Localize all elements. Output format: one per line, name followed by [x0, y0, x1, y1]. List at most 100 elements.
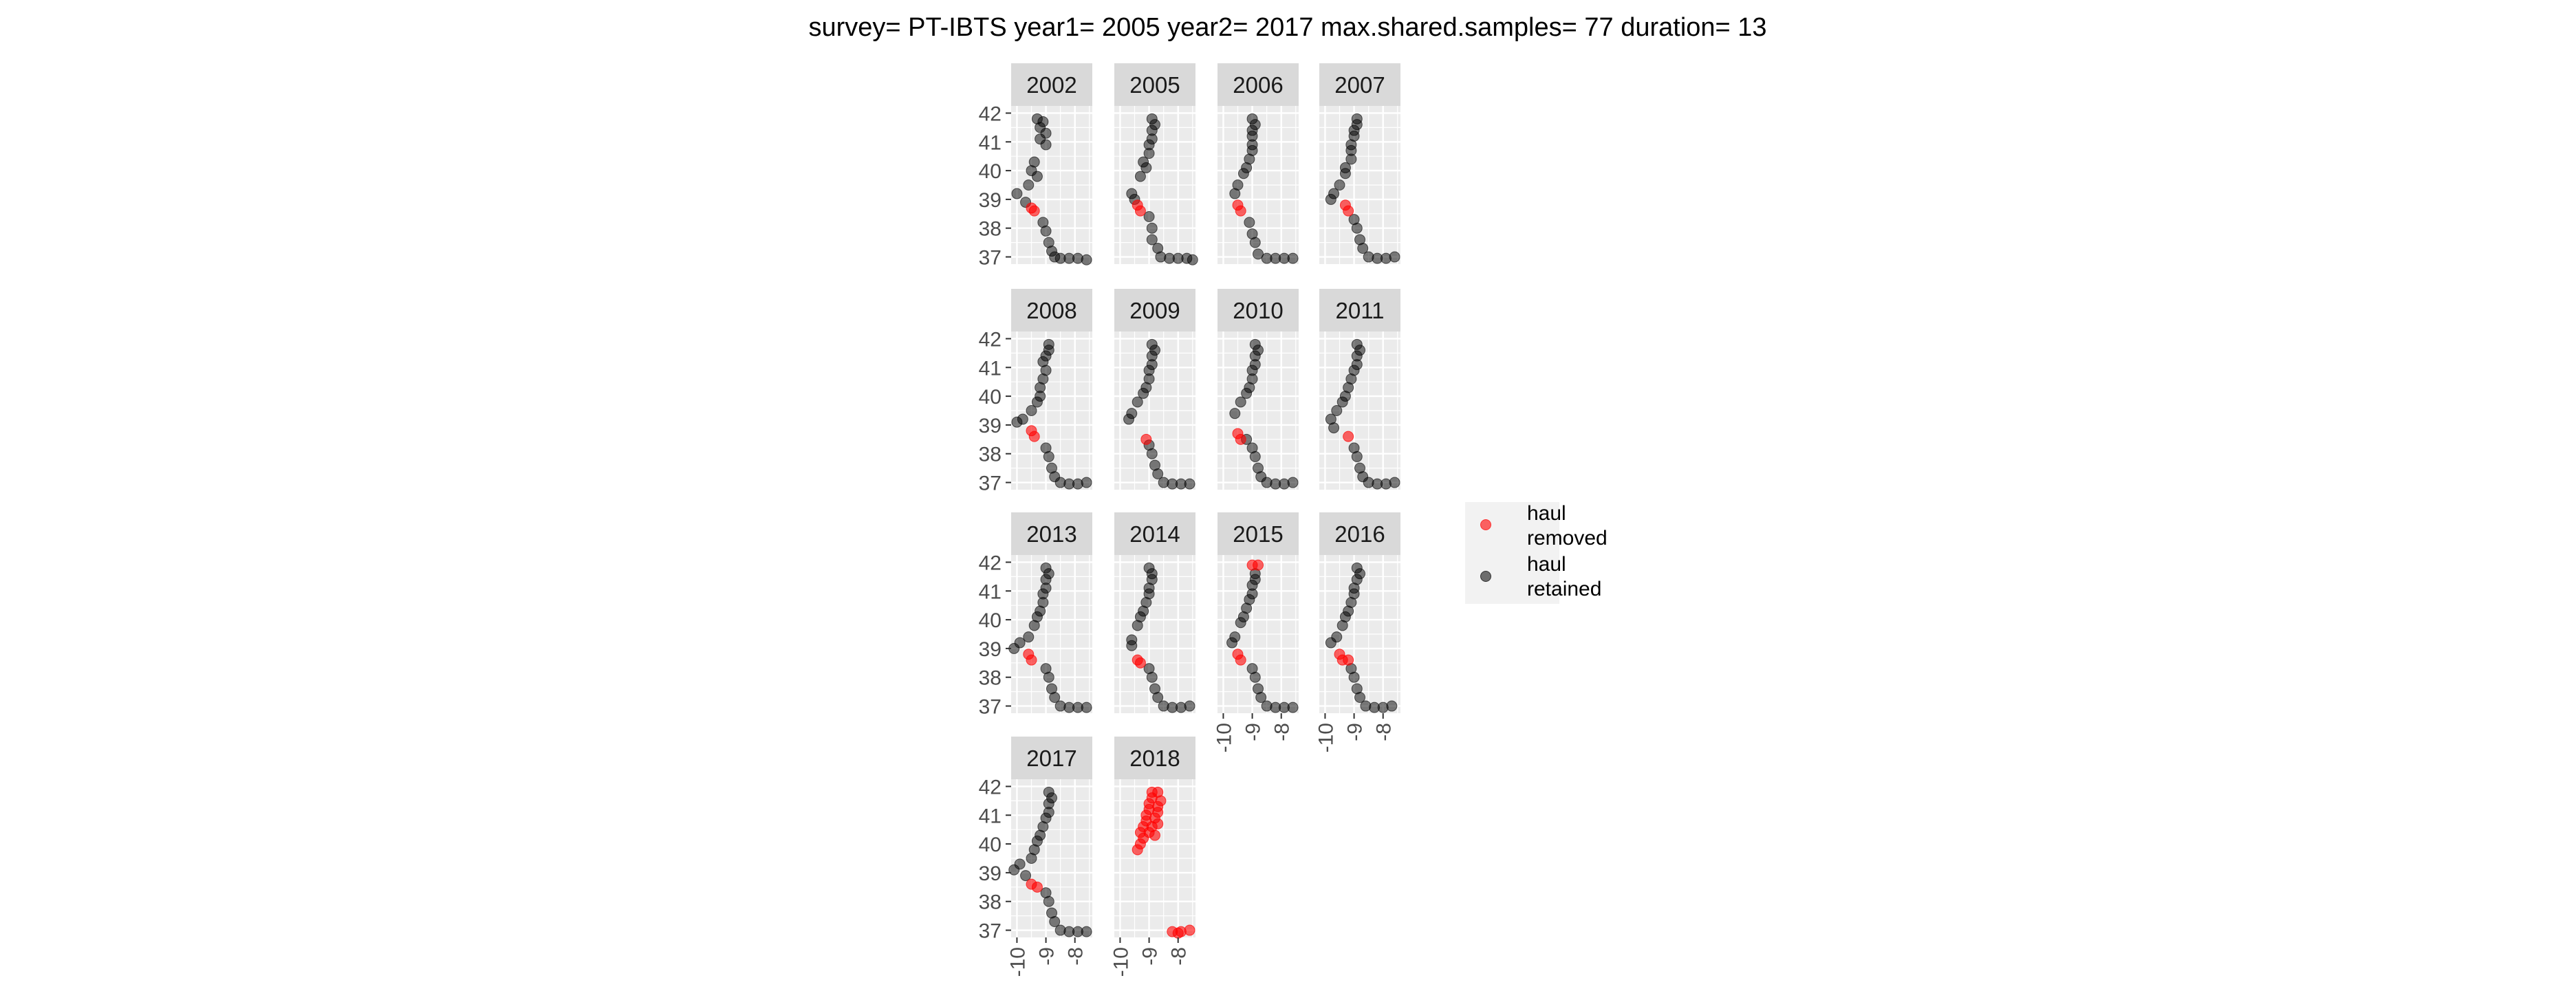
data-point-haul-retained — [1389, 251, 1400, 263]
y-axis-tick-label: 37 — [979, 472, 1002, 495]
x-axis-tick-label: -8 — [1168, 947, 1191, 966]
data-point-haul-retained — [1043, 671, 1054, 683]
data-point-haul-removed — [1132, 844, 1143, 856]
x-axis-tick-label: -9 — [1036, 947, 1059, 966]
x-axis-tick-label: -9 — [1344, 723, 1367, 741]
x-axis-tick-label: -9 — [1242, 723, 1265, 741]
x-axis-tick-label: -8 — [1065, 947, 1087, 966]
data-point-haul-removed — [1028, 205, 1040, 217]
data-point-haul-retained — [1043, 450, 1054, 462]
data-point-haul-retained — [1138, 387, 1149, 399]
y-axis-tick-label: 38 — [979, 667, 1002, 690]
facet-strip-label: 2013 — [1026, 521, 1076, 547]
legend-label-haul-retained-line1: haul — [1527, 553, 1566, 576]
y-axis-tick-label: 42 — [979, 776, 1002, 798]
x-axis-tick-label: -10 — [1110, 947, 1132, 977]
data-point-haul-retained — [1249, 450, 1261, 462]
facet-panel-2010: 2010 — [1217, 289, 1299, 490]
data-point-haul-retained — [1184, 478, 1195, 490]
facet-strip — [1114, 63, 1195, 106]
data-point-haul-retained — [1386, 700, 1398, 712]
data-point-haul-retained — [1123, 413, 1135, 425]
facet-strip-label: 2006 — [1233, 72, 1283, 98]
facet-strip-label: 2010 — [1233, 298, 1283, 323]
data-point-haul-removed — [1343, 431, 1354, 442]
data-point-haul-retained — [1255, 692, 1267, 703]
data-point-haul-retained — [1049, 692, 1061, 703]
facet-strip — [1114, 737, 1195, 779]
data-point-haul-retained — [1235, 617, 1246, 629]
facet-strip — [1011, 63, 1092, 106]
data-point-haul-retained — [1184, 700, 1195, 712]
y-axis-tick-label: 37 — [979, 247, 1002, 270]
facet-strip — [1114, 512, 1195, 555]
data-point-haul-retained — [1049, 916, 1061, 927]
data-point-haul-retained — [1140, 162, 1152, 173]
data-point-haul-retained — [1011, 188, 1023, 199]
y-axis-tick-label: 42 — [979, 102, 1002, 125]
facet-strip-label: 2018 — [1129, 746, 1180, 771]
data-point-haul-removed — [1235, 205, 1246, 217]
x-axis-tick-label: -10 — [1006, 947, 1029, 977]
legend: haul removed haul retained — [1465, 502, 1608, 604]
chart-title: survey= PT-IBTS year1= 2005 year2= 2017 … — [808, 13, 1766, 42]
data-point-haul-removed — [1031, 881, 1043, 893]
legend-key-haul-removed — [1480, 519, 1491, 530]
legend-key-haul-retained — [1480, 571, 1491, 582]
y-axis-tick-label: 40 — [979, 609, 1002, 632]
legend-label-haul-removed-line2: removed — [1527, 527, 1608, 550]
data-point-haul-retained — [1336, 620, 1348, 631]
data-point-haul-retained — [1287, 477, 1299, 488]
data-point-haul-retained — [1328, 422, 1340, 434]
data-point-haul-retained — [1351, 222, 1363, 234]
x-axis-tick-label: -10 — [1314, 723, 1337, 752]
y-axis-tick-label: 41 — [979, 131, 1002, 154]
data-point-haul-retained — [1241, 387, 1253, 399]
facet-panel-2017: 2017 37 38 39 40 41 42 -10 -9 -8 — [979, 737, 1092, 977]
data-point-haul-retained — [1348, 671, 1360, 683]
data-point-haul-retained — [1126, 640, 1138, 651]
facet-strip-label: 2016 — [1334, 521, 1385, 547]
facet-strip — [1114, 289, 1195, 331]
facet-strip — [1319, 63, 1400, 106]
facet-panel-2016: 2016 -10 -9 -8 — [1314, 512, 1400, 752]
data-point-haul-retained — [1026, 405, 1037, 416]
facet-strip — [1011, 289, 1092, 331]
data-point-haul-retained — [1028, 620, 1040, 631]
data-point-haul-retained — [1235, 396, 1246, 408]
data-point-haul-removed — [1235, 654, 1246, 666]
facet-panel-2006: 2006 — [1217, 63, 1299, 264]
data-point-haul-retained — [1152, 692, 1164, 703]
facet-panel-2009: 2009 — [1114, 289, 1195, 490]
data-point-haul-retained — [1134, 171, 1146, 182]
data-point-haul-retained — [1152, 468, 1164, 479]
facet-strip-label: 2002 — [1026, 72, 1076, 98]
data-point-haul-retained — [1132, 396, 1143, 408]
legend-label-haul-retained-line2: retained — [1527, 578, 1601, 600]
x-axis-tick-label: -9 — [1139, 947, 1162, 966]
facet-strip-label: 2011 — [1336, 298, 1385, 323]
facet-strip — [1217, 512, 1299, 555]
data-point-haul-removed — [1184, 924, 1195, 936]
data-point-haul-retained — [1229, 408, 1241, 420]
data-point-haul-removed — [1149, 829, 1160, 841]
facet-strip — [1217, 289, 1299, 331]
y-axis-tick-label: 41 — [979, 357, 1002, 380]
data-point-haul-removed — [1026, 654, 1037, 666]
facet-strip-label: 2009 — [1129, 298, 1180, 323]
data-point-haul-retained — [1023, 631, 1035, 643]
facet-panel-2013: 2013 37 38 39 40 41 42 — [979, 512, 1092, 719]
data-point-haul-retained — [1146, 234, 1158, 246]
data-point-haul-retained — [1253, 248, 1264, 260]
facet-strip-label: 2015 — [1233, 521, 1283, 547]
data-point-haul-retained — [1146, 448, 1158, 459]
data-point-haul-retained — [1244, 217, 1255, 228]
facet-panel-2007: 2007 — [1319, 63, 1400, 264]
data-point-haul-retained — [1249, 237, 1261, 248]
data-point-haul-retained — [1334, 180, 1345, 191]
legend-label-haul-removed-line1: haul — [1527, 502, 1566, 525]
data-point-haul-retained — [1081, 926, 1092, 937]
facet-panel-2002: 2002 37 38 39 40 41 42 — [979, 63, 1092, 270]
data-point-haul-removed — [1134, 657, 1146, 669]
facet-strip-label: 2008 — [1026, 298, 1076, 323]
